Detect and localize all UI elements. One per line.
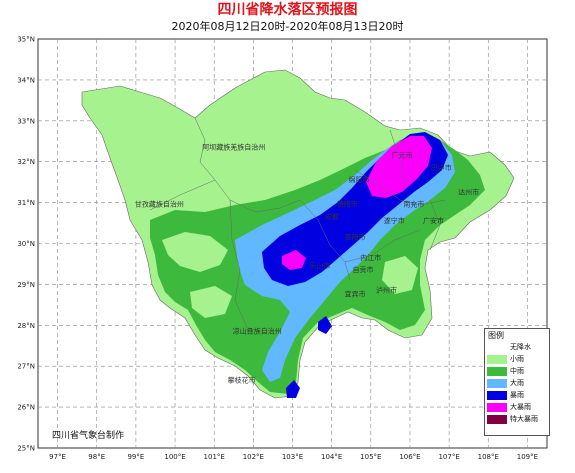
lon-tick-label: 107°E	[438, 453, 459, 461]
lon-tick-label: 98°E	[88, 453, 105, 461]
city-label: 巴中市	[431, 163, 452, 172]
lat-tick-label: 28°N	[17, 322, 35, 330]
city-label: 绵阳市	[349, 175, 370, 184]
legend-label: 小雨	[510, 355, 524, 363]
city-label: 阿坝藏族羌族自治州	[202, 142, 265, 151]
rain-zone-heavy-rainstorm	[366, 136, 432, 198]
legend-swatch	[487, 354, 507, 364]
city-label: 成都	[325, 212, 339, 221]
city-label: 达州市	[458, 187, 479, 196]
city-label: 乐山市	[309, 261, 330, 270]
legend-title: 图例	[488, 331, 504, 340]
lat-tick-label: 35°N	[17, 36, 35, 44]
prefecture-boundaries	[149, 117, 446, 331]
city-label: 南充市	[403, 200, 424, 209]
lon-tick-label: 99°E	[127, 453, 144, 461]
legend-box: 图例 无降水小雨中雨大雨暴雨大暴雨特大暴雨	[484, 328, 550, 436]
lat-tick-label: 29°N	[17, 281, 35, 289]
legend-label: 无降水	[510, 343, 531, 351]
legend-swatch	[487, 366, 507, 376]
legend-item: 大暴雨	[485, 401, 549, 413]
legend-swatch	[487, 414, 507, 424]
city-label: 泸州市	[376, 286, 397, 295]
city-label: 遂宁市	[384, 216, 405, 225]
legend-item: 中雨	[485, 365, 549, 377]
city-label: 凉山彝族自治州	[233, 326, 282, 335]
map-subtitle: 2020年08月12日20时-2020年08月13日20时	[171, 20, 404, 33]
city-label: 德阳市	[337, 200, 358, 209]
legend-item: 特大暴雨	[485, 413, 549, 425]
lat-tick-label: 31°N	[17, 199, 35, 207]
legend-item: 大雨	[485, 377, 549, 389]
lon-tick-label: 103°E	[282, 453, 303, 461]
lat-tick-label: 27°N	[17, 363, 35, 371]
legend-swatch	[487, 390, 507, 400]
lon-tick-label: 100°E	[164, 453, 185, 461]
legend-swatch	[487, 402, 507, 412]
lon-tick-label: 104°E	[321, 453, 342, 461]
city-label: 资阳市	[345, 232, 366, 241]
lat-tick-label: 30°N	[17, 240, 35, 248]
lon-tick-label: 101°E	[204, 453, 225, 461]
city-label: 攀枝花市	[228, 376, 256, 385]
agency-credit: 四川省气象台制作	[52, 431, 125, 441]
map-title: 四川省降水落区预报图	[217, 2, 358, 18]
legend-label: 暴雨	[510, 391, 524, 399]
legend-item: 暴雨	[485, 389, 549, 401]
lon-tick-label: 109°E	[517, 453, 538, 461]
lat-tick-label: 33°N	[17, 117, 35, 125]
lat-tick-label: 25°N	[17, 445, 35, 453]
lon-tick-label: 97°E	[49, 453, 66, 461]
legend-item: 小雨	[485, 353, 549, 365]
legend-swatch	[487, 378, 507, 388]
city-label: 自贡市	[352, 265, 373, 274]
legend-label: 大暴雨	[510, 403, 531, 411]
lon-tick-label: 105°E	[360, 453, 381, 461]
legend-label: 大雨	[510, 379, 524, 387]
city-label: 甘孜藏族自治州	[135, 200, 184, 209]
lon-tick-label: 108°E	[478, 453, 499, 461]
lat-tick-label: 34°N	[17, 76, 35, 84]
lon-tick-label: 102°E	[243, 453, 264, 461]
city-label: 广安市	[423, 216, 444, 225]
lat-tick-label: 26°N	[17, 404, 35, 412]
legend-label: 特大暴雨	[510, 415, 538, 423]
legend-item: 无降水	[485, 341, 549, 353]
legend-swatch	[487, 342, 507, 352]
lon-tick-label: 106°E	[399, 453, 420, 461]
city-label: 内江市	[360, 253, 381, 262]
city-label: 广元市	[392, 151, 413, 160]
lat-tick-label: 32°N	[17, 158, 35, 166]
city-label: 宜宾市	[345, 290, 366, 299]
legend-label: 中雨	[510, 367, 524, 375]
